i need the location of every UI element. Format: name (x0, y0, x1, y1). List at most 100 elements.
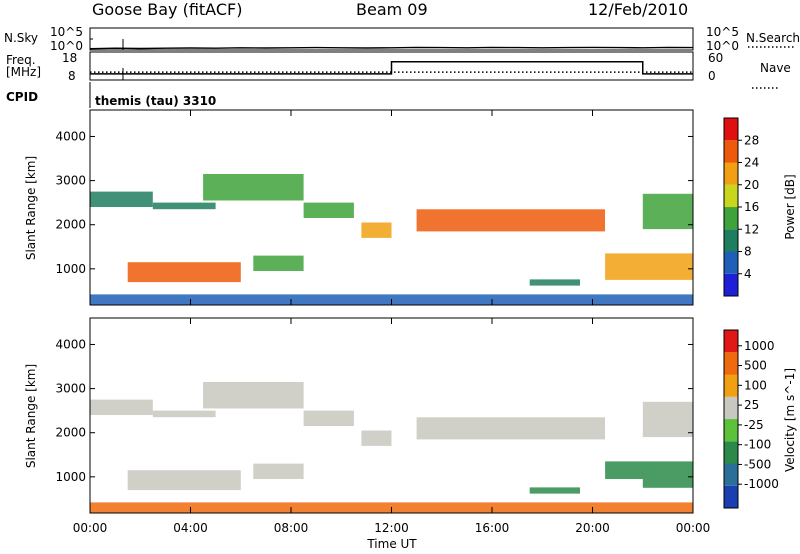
x-tick-label: 16:00 (475, 521, 510, 535)
velocity-region-3 (303, 410, 354, 426)
nave-right-tick-bottom: 0 (708, 69, 716, 83)
colorbar-tick-label: -100 (744, 438, 771, 452)
power-colorbar-ticks: 4 8 12 16 20 24 28 (738, 133, 759, 281)
freq-label-2: [MHz] (6, 65, 41, 79)
colorbar-tick-label: 500 (744, 359, 767, 373)
y-tick-label: 2000 (55, 426, 86, 440)
x-tick-label: 04:00 (173, 521, 208, 535)
power-region-10 (529, 279, 580, 286)
noise-left-label: N.Sky (4, 31, 38, 45)
power-x-ticks (89, 110, 694, 305)
noise-left-tick-bottom: 10^0 (50, 39, 83, 53)
velocity-region-5 (416, 417, 605, 440)
power-region-5 (416, 209, 605, 232)
power-region-4 (361, 222, 392, 238)
noise-right-tick-bottom: 10^0 (706, 39, 739, 53)
colorbar-swatch (724, 251, 738, 274)
power-colorbar: 4 8 12 16 20 24 28 Power [dB] (723, 117, 797, 297)
colorbar-tick-label: 25 (744, 398, 759, 412)
velocity-region-8 (605, 461, 693, 479)
cpid-program: themis (tau) 3310 (95, 94, 216, 108)
velocity-region-4 (361, 430, 392, 446)
freq-left-tick-top: 18 (62, 51, 77, 65)
colorbar-tick-label: -500 (744, 457, 771, 471)
colorbar-swatch (724, 229, 738, 252)
frequency-panel: Freq. [MHz] 18 8 60 0 Nave (6, 51, 791, 89)
colorbar-tick-label: 100 (744, 378, 767, 392)
y-tick-label: 4000 (55, 337, 86, 351)
colorbar-tick-label: 20 (744, 178, 759, 192)
power-region-9 (642, 193, 694, 230)
colorbar-swatch (724, 273, 738, 297)
power-colorbar-swatches (724, 118, 738, 297)
y-tick-label: 1000 (55, 470, 86, 484)
power-region-3 (303, 202, 354, 218)
power-region-2 (203, 174, 304, 201)
x-tick-label: 08:00 (274, 521, 309, 535)
noise-panel: N.Sky 10^5 10^0 10^5 10^0 N.Search (4, 25, 800, 53)
x-tick-labels: 00:00 04:00 08:00 12:00 16:00 20:00 00:00 (73, 521, 711, 535)
colorbar-swatch (724, 485, 738, 509)
beam-title: Beam 09 (356, 0, 428, 19)
x-tick-label: 00:00 (73, 521, 108, 535)
nave-right-tick-top: 60 (708, 51, 723, 65)
velocity-region-10 (642, 401, 694, 438)
y-tick-label: 3000 (55, 174, 86, 188)
power-ylabel: Slant Range [km] (24, 156, 38, 260)
velocity-region-1 (152, 410, 216, 418)
colorbar-swatch (724, 330, 738, 353)
station-title: Goose Bay (fitACF) (92, 0, 242, 19)
colorbar-swatch (724, 463, 738, 486)
velocity-colorbar-ticks: 1000 500 100 25 -25 -100 -500 -1000 (738, 339, 779, 491)
colorbar-tick-label: 24 (744, 156, 759, 170)
cpid-label: CPID (6, 90, 38, 104)
power-panel: 1000 2000 3000 4000 Slant Range [km] (24, 109, 694, 306)
velocity-data (90, 382, 694, 513)
colorbar-tick-label: -25 (744, 418, 764, 432)
velocity-colorbar-label: Velocity [m s^-1] (783, 368, 797, 472)
frequency-series (90, 61, 693, 75)
colorbar-swatch (724, 374, 738, 397)
colorbar-tick-label: 12 (744, 222, 759, 236)
velocity-region-7 (253, 463, 304, 479)
y-tick-label: 1000 (55, 262, 86, 276)
freq-left-tick-bottom: 8 (68, 69, 76, 83)
velocity-colorbar-swatches (724, 330, 738, 509)
colorbar-tick-label: 16 (744, 200, 759, 214)
velocity-region-2 (203, 382, 304, 409)
x-tick-label: 12:00 (374, 521, 409, 535)
colorbar-swatch (724, 396, 738, 420)
colorbar-tick-label: -1000 (744, 477, 779, 491)
velocity-colorbar: 1000 500 100 25 -25 -100 -500 -1000 Velocity [m… (723, 329, 797, 509)
colorbar-swatch (724, 184, 738, 208)
velocity-ylabel: Slant Range [km] (24, 364, 38, 468)
y-tick-label: 4000 (55, 129, 86, 143)
colorbar-tick-label: 8 (744, 245, 752, 259)
nave-label: Nave (760, 61, 791, 75)
colorbar-swatch (724, 207, 738, 230)
colorbar-swatch (724, 162, 738, 185)
power-region-0 (90, 191, 153, 207)
y-tick-label: 2000 (55, 218, 86, 232)
y-tick-label: 3000 (55, 382, 86, 396)
colorbar-swatch (724, 441, 738, 464)
power-region-1 (152, 202, 216, 210)
colorbar-swatch (724, 352, 738, 375)
colorbar-swatch (724, 140, 738, 163)
colorbar-swatch (724, 419, 738, 442)
noise-right-label: N.Search (746, 31, 800, 45)
noise-left-tick-top: 10^5 (50, 25, 83, 39)
velocity-region-11 (529, 487, 580, 494)
power-data (90, 174, 694, 305)
noise-sky-series (89, 46, 694, 50)
power-region-8 (605, 253, 693, 280)
power-region-6 (127, 262, 241, 283)
power-colorbar-label: Power [dB] (783, 174, 797, 239)
colorbar-tick-label: 28 (744, 133, 759, 147)
colorbar-tick-label: 1000 (744, 339, 775, 353)
velocity-panel: 1000 2000 3000 4000 Slant Range [km] (24, 317, 694, 514)
colorbar-swatch (724, 118, 738, 141)
velocity-region-0 (90, 399, 153, 415)
freq-label-1: Freq. (6, 53, 36, 67)
